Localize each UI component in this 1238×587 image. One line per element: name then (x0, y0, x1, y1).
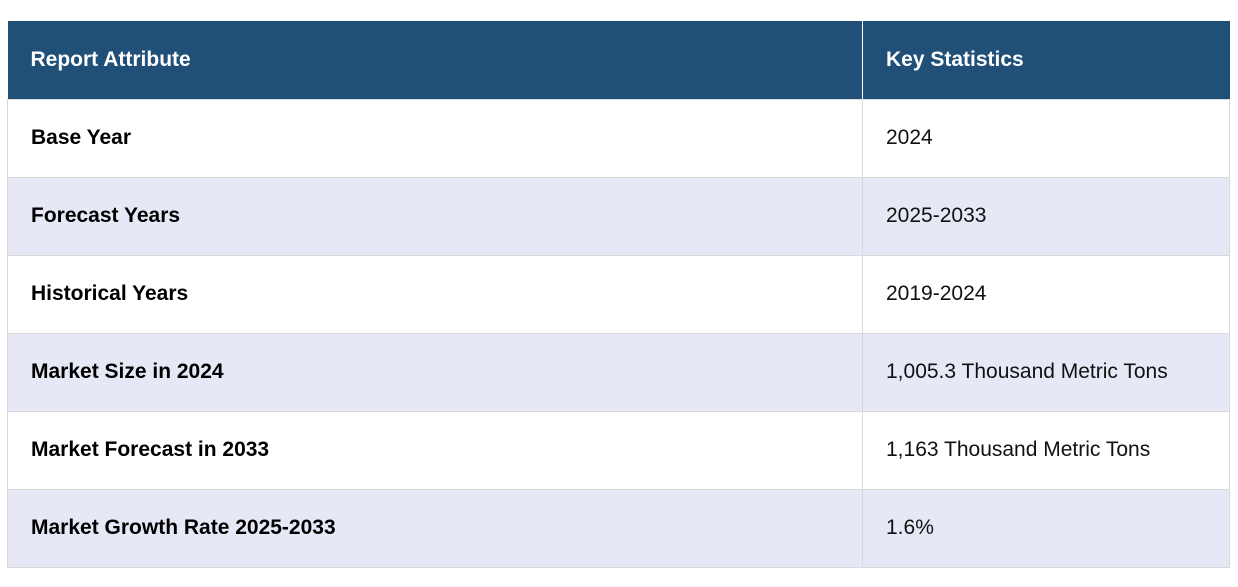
table-header-row: Report Attribute Key Statistics (7, 21, 1230, 99)
column-header-attribute: Report Attribute (7, 21, 863, 99)
table-row: Historical Years 2019-2024 (7, 254, 1230, 334)
column-header-statistics: Key Statistics (862, 21, 1230, 99)
table-row: Base Year 2024 (7, 98, 1230, 178)
table-row: Market Forecast in 2033 1,163 Thousand M… (7, 410, 1230, 490)
table-row: Market Size in 2024 1,005.3 Thousand Met… (7, 332, 1230, 412)
row-value-cell: 1,005.3 Thousand Metric Tons (862, 332, 1230, 412)
report-statistics-table: Report Attribute Key Statistics Base Yea… (7, 21, 1230, 568)
table-row: Market Growth Rate 2025-2033 1.6% (7, 488, 1230, 568)
row-value-cell: 2025-2033 (862, 176, 1230, 256)
row-attribute-cell: Forecast Years (7, 176, 863, 256)
row-value-cell: 2019-2024 (862, 254, 1230, 334)
row-attribute-cell: Base Year (7, 98, 863, 178)
report-table-container: Report Attribute Key Statistics Base Yea… (7, 21, 1230, 568)
row-value-cell: 1.6% (862, 488, 1230, 568)
row-attribute-cell: Market Forecast in 2033 (7, 410, 863, 490)
table-row: Forecast Years 2025-2033 (7, 176, 1230, 256)
row-attribute-cell: Market Growth Rate 2025-2033 (7, 488, 863, 568)
row-attribute-cell: Historical Years (7, 254, 863, 334)
row-value-cell: 1,163 Thousand Metric Tons (862, 410, 1230, 490)
row-value-cell: 2024 (862, 98, 1230, 178)
row-attribute-cell: Market Size in 2024 (7, 332, 863, 412)
